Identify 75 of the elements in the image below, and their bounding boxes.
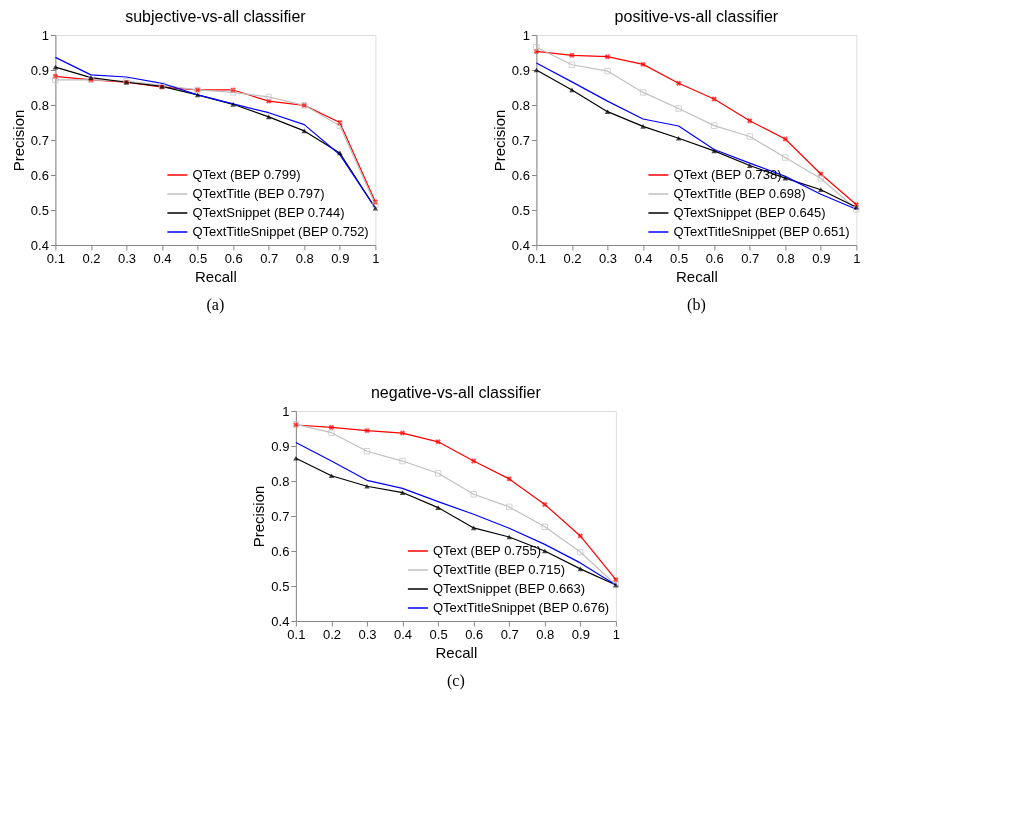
legend-label: QTextTitle (BEP 0.698) — [673, 186, 806, 201]
x-tick-label: 0.9 — [331, 250, 350, 266]
y-tick-label: 0.7 — [30, 132, 49, 148]
x-tick-label: 0.8 — [295, 250, 314, 266]
legend-label: QText (BEP 0.799) — [192, 167, 301, 182]
x-tick-label: 0.6 — [705, 250, 724, 266]
x-tick-label: 0.1 — [527, 250, 546, 266]
x-tick-label: 0.9 — [571, 626, 590, 642]
legend-label: QTextTitle (BEP 0.715) — [432, 562, 566, 577]
legend-label: QTextSnippet (BEP 0.744) — [192, 205, 345, 220]
x-tick-label: 0.4 — [153, 250, 172, 266]
x-tick-label: 0.5 — [429, 626, 448, 642]
y-tick-label: 0.5 — [271, 578, 290, 594]
legend-label: QText (BEP 0.755) — [432, 543, 542, 558]
x-tick-label: 0.9 — [812, 250, 831, 266]
y-tick-label: 0.9 — [271, 438, 290, 454]
y-tick-label: 0.4 — [271, 613, 290, 629]
y-tick-label: 0.6 — [271, 543, 290, 559]
x-tick-label: 0.1 — [287, 626, 306, 642]
x-tick-label: 0.5 — [670, 250, 689, 266]
x-tick-label: 0.3 — [598, 250, 618, 266]
y-axis-title: Precision — [250, 485, 268, 548]
x-tick-label: 1 — [372, 250, 380, 266]
x-tick-label: 0.3 — [117, 250, 137, 266]
x-tick-label: 0.1 — [46, 250, 65, 266]
y-tick-label: 0.9 — [30, 62, 49, 78]
y-tick-label: 1 — [41, 27, 49, 43]
chart-title: negative-vs-all classifier — [370, 384, 542, 401]
x-tick-label: 0.2 — [82, 250, 101, 266]
legend-label: QTextSnippet (BEP 0.645) — [673, 205, 826, 220]
x-tick-label: 0.4 — [394, 626, 413, 642]
legend-label: QTextTitle (BEP 0.797) — [192, 186, 325, 201]
x-tick-label: 1 — [612, 626, 620, 642]
text: (b) — [687, 296, 706, 314]
x-tick-label: 0.7 — [741, 250, 760, 266]
x-tick-label: 1 — [853, 250, 861, 266]
y-tick-label: 0.5 — [511, 202, 530, 218]
y-tick-label: 0.6 — [30, 167, 49, 183]
y-tick-label: 0.5 — [30, 202, 49, 218]
x-tick-label: 0.2 — [563, 250, 582, 266]
y-tick-label: 1 — [282, 403, 290, 419]
legend-label: QText (BEP 0.738) — [673, 167, 782, 182]
y-tick-label: 0.8 — [30, 97, 49, 113]
text: (c) — [447, 672, 465, 690]
x-tick-label: 0.8 — [536, 626, 555, 642]
text: (a) — [206, 296, 225, 314]
legend-label: QTextSnippet (BEP 0.663) — [432, 581, 586, 596]
x-tick-label: 0.6 — [224, 250, 243, 266]
y-tick-label: 0.7 — [511, 132, 530, 148]
x-tick-label: 0.6 — [465, 626, 484, 642]
chart-title: positive-vs-all classifier — [614, 8, 779, 25]
x-tick-label: 0.2 — [322, 626, 341, 642]
y-tick-label: 0.8 — [271, 473, 290, 489]
y-tick-label: 1 — [522, 27, 530, 43]
y-tick-label: 0.6 — [511, 167, 530, 183]
x-tick-label: 0.4 — [634, 250, 653, 266]
y-tick-label: 0.4 — [30, 237, 49, 253]
legend-label: QTextTitleSnippet (BEP 0.752) — [192, 224, 369, 239]
y-tick-label: 0.4 — [511, 237, 530, 253]
y-axis-title: Precision — [490, 109, 508, 172]
y-tick-label: 0.8 — [511, 97, 530, 113]
x-tick-label: 0.7 — [500, 626, 519, 642]
x-axis-title: Recall — [435, 643, 478, 661]
chart-title: subjective-vs-all classifier — [125, 8, 307, 25]
x-tick-label: 0.3 — [358, 626, 377, 642]
y-tick-label: 0.9 — [511, 62, 530, 78]
x-tick-label: 0.5 — [189, 250, 208, 266]
legend-label: QTextTitleSnippet (BEP 0.651) — [673, 224, 850, 239]
x-axis-title: Recall — [676, 267, 718, 285]
y-axis-title: Precision — [9, 109, 27, 172]
y-tick-label: 0.7 — [271, 508, 290, 524]
x-tick-label: 0.8 — [776, 250, 795, 266]
x-axis-title: Recall — [195, 267, 237, 285]
x-tick-label: 0.7 — [260, 250, 279, 266]
legend-label: QTextTitleSnippet (BEP 0.676) — [432, 600, 610, 615]
